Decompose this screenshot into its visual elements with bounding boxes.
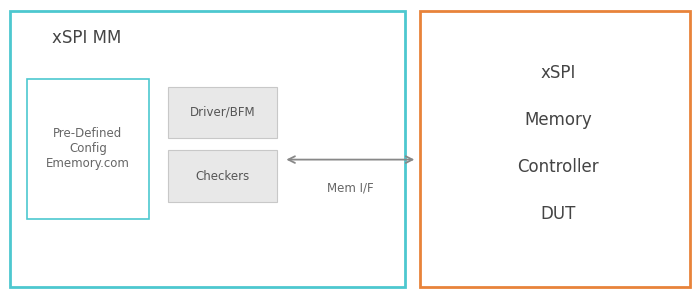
Bar [27,79,149,219]
Text: xSPI: xSPI [540,64,575,82]
Text: Memory: Memory [524,111,592,129]
Bar [420,11,690,287]
Bar [168,150,276,202]
Bar [10,11,405,287]
Text: Pre-Defined
Config
Ememory.com: Pre-Defined Config Ememory.com [46,127,130,171]
Bar [168,87,276,138]
Text: Checkers: Checkers [195,170,249,183]
Text: xSPI MM: xSPI MM [52,29,122,47]
Text: Driver/BFM: Driver/BFM [190,106,255,119]
Text: DUT: DUT [540,205,575,223]
Text: Mem I/F: Mem I/F [327,182,374,195]
Text: Controller: Controller [517,158,598,176]
